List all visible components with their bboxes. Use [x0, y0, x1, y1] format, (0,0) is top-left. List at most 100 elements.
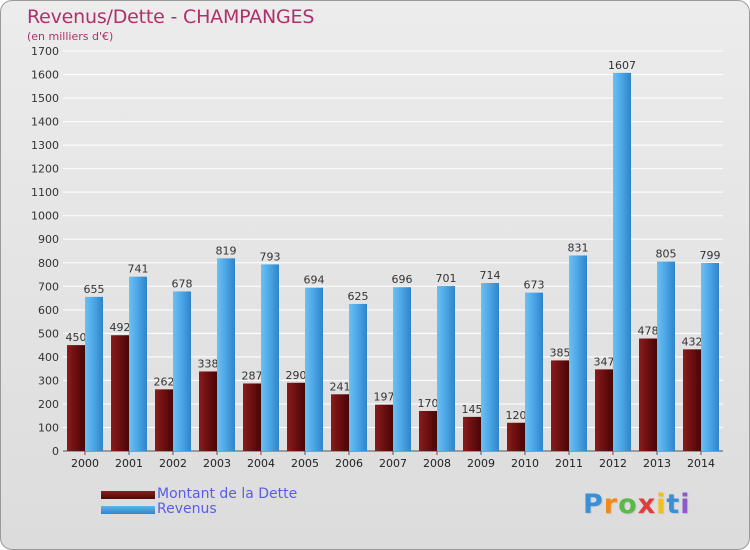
logo-letter: r: [603, 489, 619, 520]
data-label-debt-2014: 432: [682, 335, 703, 348]
data-label-revenue-2011: 831: [568, 241, 589, 254]
x-tick-label-2011: 2011: [555, 457, 583, 470]
data-label-debt-2013: 478: [638, 325, 659, 338]
x-tick-label-2010: 2010: [511, 457, 539, 470]
data-label-revenue-2008: 701: [436, 272, 457, 285]
x-axis-ticks: 2000 2001 2002 2003 2004 2005 2006 2007 2008 2009…: [71, 451, 715, 470]
data-label-revenue-2003: 819: [216, 244, 237, 257]
data-label-revenue-2005: 694: [304, 274, 325, 287]
data-label-debt-2011: 385: [550, 346, 571, 359]
x-tick-label-2004: 2004: [247, 457, 275, 470]
legend-swatch-debt: [101, 490, 155, 499]
proxiti-logo: Proxiti: [583, 489, 691, 520]
y-tick-label: 600: [38, 304, 59, 317]
bar-debt-2001: [111, 335, 129, 451]
bar-revenue-2009: [481, 283, 499, 451]
bar-debt-2000: [67, 345, 85, 451]
logo-letter: o: [618, 489, 638, 520]
data-label-revenue-2012: 1607: [608, 59, 636, 72]
bar-revenue-2000: [85, 296, 103, 451]
legend-label-debt: Montant de la Dette: [157, 486, 298, 502]
y-tick-label: 200: [38, 398, 59, 411]
logo-letter: x: [637, 489, 657, 520]
y-tick-label: 1200: [31, 163, 59, 176]
data-label-debt-2003: 338: [198, 357, 219, 370]
data-label-debt-2012: 347: [594, 355, 615, 368]
bar-revenue-2006: [349, 303, 367, 451]
bar-debt-2009: [463, 416, 481, 451]
bar-debt-2003: [199, 371, 217, 451]
bar-debt-2011: [551, 360, 569, 451]
bar-revenue-2002: [173, 291, 191, 451]
data-label-revenue-2004: 793: [260, 250, 281, 263]
data-label-debt-2005: 290: [286, 369, 307, 382]
bar-revenue-2003: [217, 258, 235, 451]
bar-debt-2014: [683, 349, 701, 451]
bar-debt-2002: [155, 389, 173, 451]
data-label-revenue-2014: 799: [700, 249, 721, 262]
bar-revenue-2013: [657, 261, 675, 451]
y-tick-label: 1000: [31, 210, 59, 223]
x-tick-label-2000: 2000: [71, 457, 99, 470]
x-tick-label-2012: 2012: [599, 457, 627, 470]
data-label-revenue-2010: 673: [524, 279, 545, 292]
chart-title: Revenus/Dette - CHAMPANGES: [27, 6, 315, 28]
data-label-debt-2007: 197: [374, 391, 395, 404]
y-tick-label: 100: [38, 421, 59, 434]
y-tick-label: 1100: [31, 186, 59, 199]
legend: Montant de la Dette Revenus: [101, 487, 297, 517]
data-label-revenue-2013: 805: [656, 248, 677, 261]
y-tick-label: 700: [38, 280, 59, 293]
x-tick-label-2013: 2013: [643, 457, 671, 470]
data-label-revenue-2001: 741: [128, 263, 149, 276]
data-label-revenue-2006: 625: [348, 290, 369, 303]
data-label-debt-2010: 120: [506, 409, 527, 422]
y-tick-label: 900: [38, 233, 59, 246]
logo-letter: t: [666, 489, 681, 520]
x-tick-label-2005: 2005: [291, 457, 319, 470]
bar-debt-2004: [243, 383, 261, 451]
x-tick-label-2007: 2007: [379, 457, 407, 470]
x-tick-label-2001: 2001: [115, 457, 143, 470]
y-tick-label: 300: [38, 374, 59, 387]
data-label-debt-2001: 492: [110, 321, 131, 334]
bars: 450 655 492 741 262 678 338 819 287 793 290 694 241 6…: [66, 59, 721, 451]
data-label-revenue-2002: 678: [172, 277, 193, 290]
bar-debt-2008: [419, 411, 437, 451]
bar-revenue-2008: [437, 286, 455, 451]
y-tick-label: 1400: [31, 116, 59, 129]
bar-revenue-2012: [613, 72, 631, 451]
y-tick-label: 800: [38, 257, 59, 270]
data-label-debt-2004: 287: [242, 369, 263, 382]
logo-letter: i: [656, 489, 667, 520]
data-label-revenue-2007: 696: [392, 273, 413, 286]
data-label-debt-2000: 450: [66, 331, 87, 344]
x-tick-label-2006: 2006: [335, 457, 363, 470]
data-label-debt-2008: 170: [418, 397, 439, 410]
legend-item-revenue: Revenus: [101, 502, 297, 517]
y-tick-label: 1500: [31, 92, 59, 105]
y-tick-label: 1700: [31, 45, 59, 58]
data-label-revenue-2000: 655: [84, 283, 105, 296]
bar-debt-2005: [287, 382, 305, 451]
x-tick-label-2009: 2009: [467, 457, 495, 470]
bar-debt-2010: [507, 422, 525, 451]
logo-letter: i: [680, 489, 691, 520]
data-label-debt-2002: 262: [154, 375, 175, 388]
data-label-debt-2006: 241: [330, 380, 351, 393]
data-label-revenue-2009: 714: [480, 269, 501, 282]
bar-revenue-2001: [129, 276, 147, 451]
bar-revenue-2014: [701, 263, 719, 451]
bar-revenue-2010: [525, 292, 543, 451]
logo-letter: P: [583, 489, 604, 520]
x-tick-label-2008: 2008: [423, 457, 451, 470]
bar-revenue-2005: [305, 287, 323, 451]
legend-swatch-revenue: [101, 505, 155, 514]
x-tick-label-2003: 2003: [203, 457, 231, 470]
y-tick-label: 1300: [31, 139, 59, 152]
bar-revenue-2011: [569, 255, 587, 451]
y-tick-label: 0: [52, 445, 59, 458]
x-tick-label-2002: 2002: [159, 457, 187, 470]
